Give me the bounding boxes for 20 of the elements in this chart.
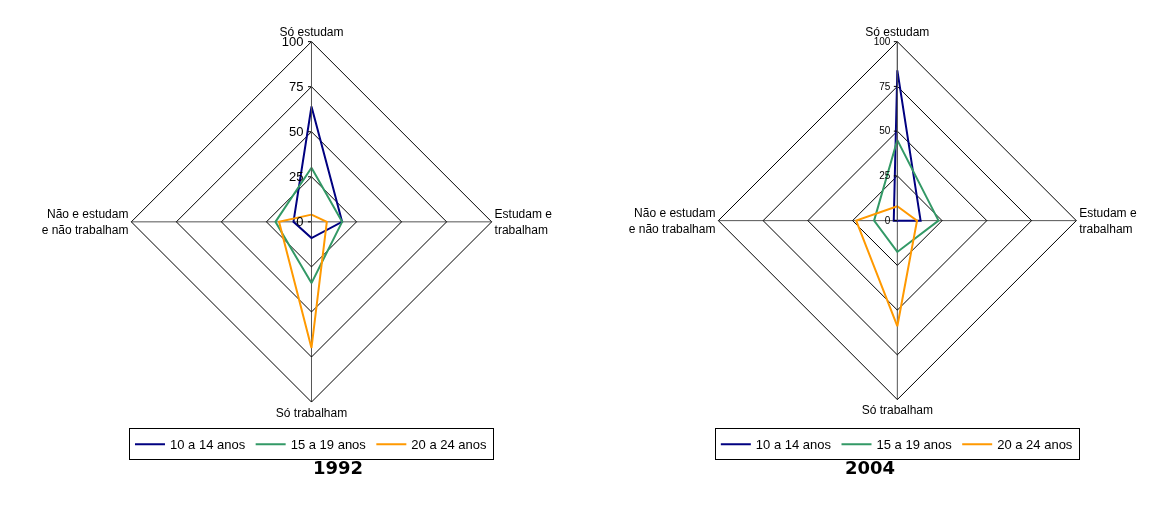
legend-label: 20 a 24 anos: [411, 437, 488, 453]
y-tick-label: 50: [288, 123, 304, 139]
y-tick-label: 0: [884, 214, 891, 226]
y-tick-label: 75: [288, 78, 304, 94]
spoke-label: Não e estudam e não trabalham: [628, 206, 716, 236]
legend-label: 10 a 14 anos: [169, 437, 246, 453]
legend-label: 20 a 24 anos: [997, 437, 1073, 453]
y-tick-label: 75: [879, 80, 891, 92]
text: 1992: [313, 457, 364, 478]
spoke-label: Só trabalham: [275, 405, 348, 420]
legend-label: 15 a 19 anos: [876, 437, 953, 453]
text: 2004: [845, 457, 896, 478]
y-tick-label: 50: [879, 125, 891, 137]
spoke-label: Só trabalham: [861, 403, 934, 418]
y-tick-label: 0: [296, 214, 304, 230]
legend-label: 15 a 19 anos: [290, 437, 367, 453]
spoke-label: Estudam e trabalham: [1079, 206, 1137, 236]
spoke-label: Não e estudam e não trabalham: [41, 207, 129, 237]
legend-label: 10 a 14 anos: [755, 437, 832, 453]
spoke-label: Estudam e trabalham: [494, 207, 553, 237]
